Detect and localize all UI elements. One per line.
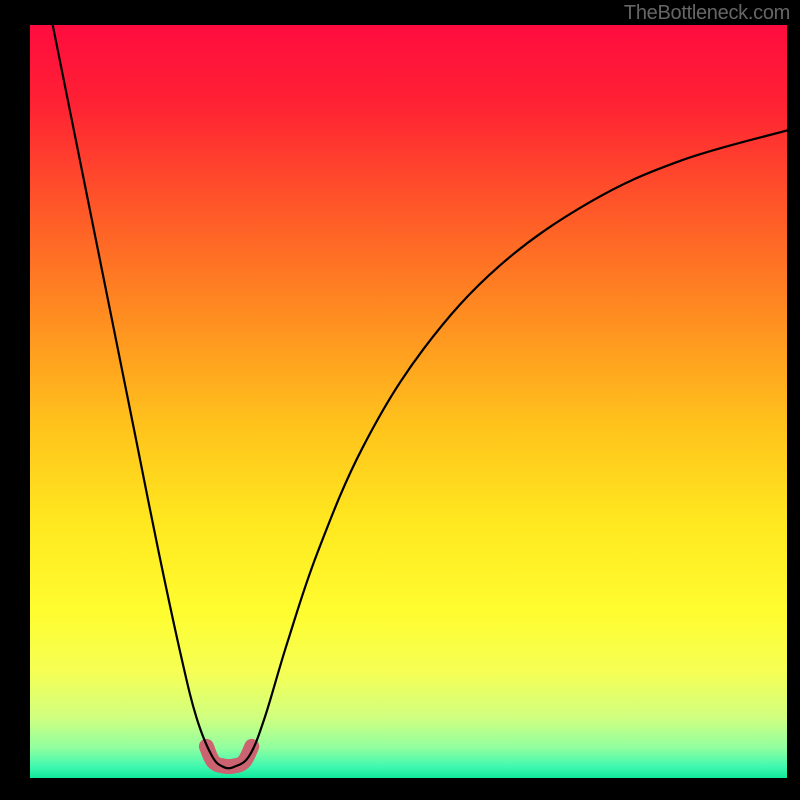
plot-area bbox=[30, 25, 787, 778]
background-gradient bbox=[30, 25, 787, 778]
chart-container: TheBottleneck.com bbox=[0, 0, 800, 800]
watermark-text: TheBottleneck.com bbox=[624, 2, 790, 25]
